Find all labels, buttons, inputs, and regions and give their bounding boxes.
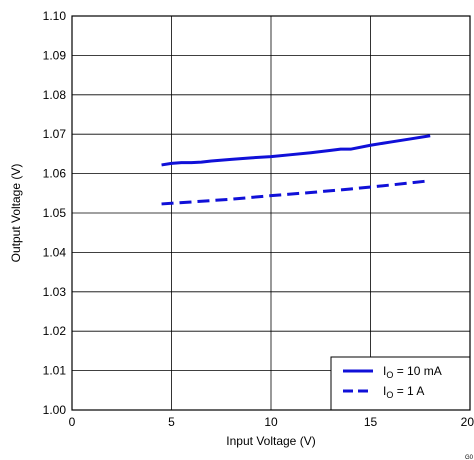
y-tick-label: 1.08 <box>43 88 67 102</box>
y-tick-label: 1.07 <box>43 127 67 141</box>
y-tick-label: 1.05 <box>43 206 67 220</box>
legend: IO = 10 mA IO = 1 A <box>330 356 471 411</box>
grid-lines <box>72 16 470 410</box>
series-line-1a <box>161 179 431 206</box>
x-tick-label: 0 <box>69 415 76 429</box>
x-tick-label: 15 <box>364 415 378 429</box>
x-tick-label: 20 <box>461 415 474 429</box>
plot-frame <box>71 15 471 411</box>
y-tick-labels: 1.00 1.01 1.02 1.03 1.04 1.05 1.06 1.07 1.08 1.09… <box>43 9 67 417</box>
y-tick-label: 1.00 <box>43 403 67 417</box>
legend-label: IO = 10 mA <box>383 364 442 380</box>
x-tick-label: 5 <box>168 415 175 429</box>
y-tick-label: 1.03 <box>43 285 67 299</box>
y-tick-label: 1.09 <box>43 48 67 62</box>
y-tick-label: 1.06 <box>43 167 67 181</box>
legend-label: IO = 1 A <box>383 384 424 400</box>
series-lines <box>161 134 431 206</box>
x-tick-label: 10 <box>264 415 278 429</box>
y-tick-label: 1.04 <box>43 245 67 259</box>
y-tick-label: 1.02 <box>43 324 67 338</box>
y-tick-label: 1.01 <box>43 364 67 378</box>
x-tick-labels: 0 5 10 15 20 <box>69 415 474 429</box>
x-axis-label: Input Voltage (V) <box>226 434 315 448</box>
y-tick-label: 1.10 <box>43 9 67 23</box>
figure-id-watermark: G0 <box>465 455 474 460</box>
series-line-10ma <box>161 134 431 167</box>
y-axis-label: Output Voltage (V) <box>9 164 23 263</box>
legend-box <box>330 356 471 411</box>
